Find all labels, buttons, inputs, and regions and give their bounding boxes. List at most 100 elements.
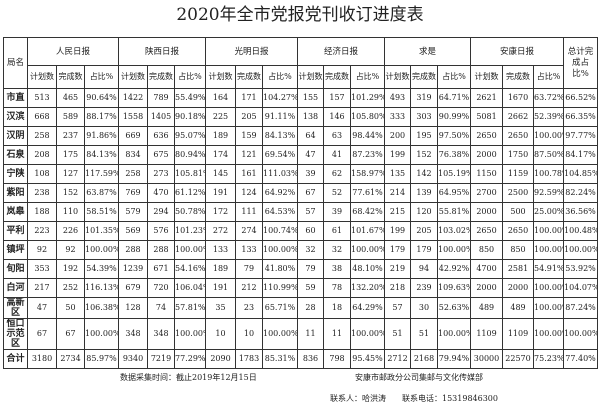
table-cell: 158.97% [350,164,385,184]
table-cell: 2500 [502,183,535,203]
table-cell: 101.23% [174,221,206,241]
table-cell: 47 [27,297,57,319]
total-header: 总计完成占比% [563,37,599,89]
table-cell: 100.00% [533,297,565,319]
table-cell: 97.77% [563,126,599,146]
table-cell: 97.50% [436,126,472,146]
table-cell: 146 [323,107,351,127]
sub-header: 占比% [533,65,565,89]
table-cell: 171 [235,88,263,108]
table-row: 石泉 208 175 84.13% 834 675 80.94% 174 121 69.54% 47… [3,145,599,165]
table-cell: 850 [502,240,535,260]
sub-header: 计划数 [297,65,324,89]
table-cell: 52 [323,183,351,203]
table-cell: 470 [147,183,175,203]
table-row: 汉阴 258 237 91.86% 669 636 95.07% 189 159 84.13% 64… [3,126,599,146]
table-cell: 101.29% [350,88,385,108]
table-cell: 59 [297,278,324,298]
region-name: 白河 [3,278,28,298]
table-cell: 124 [235,183,263,203]
table-cell: 152 [410,145,438,165]
sub-header: 完成数 [323,65,351,89]
table-cell: 87.24% [563,297,599,319]
table-cell: 205 [410,221,438,241]
table-cell: 50 [56,297,85,319]
table-cell: 101.35% [84,221,119,241]
table-cell: 258 [27,126,57,146]
table-cell: 1750 [502,145,535,165]
table-cell: 100.74% [262,221,298,241]
table-cell: 63 [323,126,351,146]
table-cell: 63.72% [533,88,565,108]
table-cell: 5081 [470,107,504,127]
table-cell: 92 [27,240,57,260]
table-cell: 1239 [118,259,148,279]
table-cell: 1422 [118,88,148,108]
table-cell: 53.92% [563,259,599,279]
table-cell: 61.12% [174,183,206,203]
table-cell: 116.13% [84,278,119,298]
region-name: 紫阳 [3,183,28,203]
table-cell: 98.44% [350,126,385,146]
table-cell: 77.29% [174,349,206,369]
region-name: 平利 [3,221,28,241]
table-cell: 1109 [470,318,504,350]
table-cell: 61 [323,221,351,241]
table-cell: 2000 [470,145,504,165]
table-cell: 57 [297,202,324,222]
table-cell: 579 [118,202,148,222]
table-row: 宁陕108127117.59%258273105.81%145161111.03… [3,164,599,184]
table-cell: 576 [147,221,175,241]
table-cell: 1558 [118,107,148,127]
table-cell: 679 [118,278,148,298]
table-cell: 172 [205,202,236,222]
table-cell: 42.92% [436,259,472,279]
table-cell: 64.92% [262,183,298,203]
table-cell: 200 [384,126,411,146]
table-cell: 54.39% [84,259,119,279]
table-cell: 91.11% [262,107,298,127]
table-cell: 100.00% [533,278,565,298]
table-cell: 1670 [502,88,535,108]
table-cell: 106.04% [174,278,206,298]
table-row: 岚皋 188 110 58.51% 579 294 50.78% 172 111 64.53% 57… [3,202,599,222]
table-cell: 100.00% [533,221,565,241]
table-cell: 50.78% [174,202,206,222]
table-cell: 3180 [27,349,57,369]
table-cell: 77.61% [350,183,385,203]
table-cell: 77.40% [563,349,599,369]
table-cell: 52.39% [533,107,565,127]
table-cell: 2662 [502,107,535,127]
table-cell: 68.42% [350,202,385,222]
table-cell: 219 [384,259,411,279]
table-cell: 217 [27,278,57,298]
sub-header: 完成数 [147,65,175,89]
table-cell: 64.29% [350,297,385,319]
table-cell: 239 [410,278,438,298]
sub-header: 完成数 [56,65,85,89]
table-cell: 288 [147,240,175,260]
table-cell: 120 [410,202,438,222]
table-cell: 64.95% [436,183,472,203]
table-cell: 164 [205,88,236,108]
table-cell: 100.00% [84,318,119,350]
table-cell: 2000 [470,278,504,298]
table-cell: 2734 [56,349,85,369]
region-name: 石泉 [3,145,28,165]
table-cell: 25.00% [533,202,565,222]
table-cell: 22570 [502,349,535,369]
table-cell: 135 [384,164,411,184]
table-cell: 133 [235,240,263,260]
table-cell: 2650 [470,126,504,146]
department: 安康市邮政分公司集邮与文化传媒部 [355,373,483,382]
table-cell: 272 [205,221,236,241]
region-name: 旬阳 [3,259,28,279]
table-cell: 74 [147,297,175,319]
sub-header: 完成数 [235,65,263,89]
table-cell: 2650 [470,221,504,241]
table-cell: 189 [205,259,236,279]
table-cell: 62 [323,164,351,184]
table-cell: 1109 [502,318,535,350]
table-cell: 76.38% [436,145,472,165]
table-cell: 30000 [470,349,504,369]
